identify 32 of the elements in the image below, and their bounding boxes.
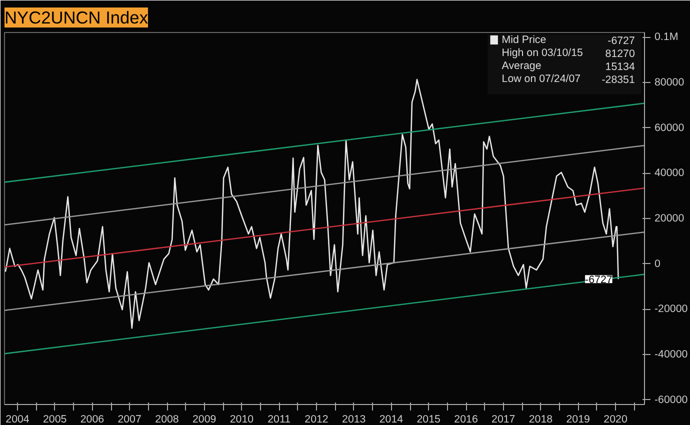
- x-tick-label: 2012: [304, 414, 328, 425]
- x-tick-label: 2015: [416, 414, 440, 425]
- x-tick-label: 2006: [80, 414, 104, 425]
- y-tick-label: -20000: [654, 303, 688, 316]
- legend-label: Mid Price: [502, 34, 546, 46]
- y-tick-label: 0: [654, 258, 660, 270]
- x-tick-label: 2017: [492, 414, 516, 425]
- y-tick-label: -40000: [654, 348, 688, 361]
- x-tick-label: 2011: [268, 414, 291, 425]
- x-tick-label: 2018: [528, 414, 553, 425]
- y-tick-label: 60000: [654, 122, 684, 134]
- x-tick-label: 2014: [379, 414, 404, 425]
- text: Average 15134: [502, 60, 635, 73]
- x-tick-label: 2005: [42, 414, 67, 425]
- x-tick-label: 2007: [118, 414, 142, 425]
- y-tick-label: 80000: [654, 76, 684, 88]
- chart-title: NYC2UNCN Index: [4, 8, 148, 28]
- x-tick-label: 2020: [604, 414, 628, 425]
- x-tick-label: 2010: [230, 414, 254, 425]
- x-tick-label: 2009: [192, 414, 216, 425]
- x-tick-label: 2016: [454, 414, 478, 425]
- x-tick-label: 2004: [6, 414, 30, 425]
- annotation: -6727: [608, 34, 635, 47]
- x-tick-label: 2019: [566, 414, 590, 425]
- x-tick-label: 2013: [342, 414, 366, 425]
- y-tick-label: 20000: [654, 212, 684, 224]
- y-tick-label: 40000: [654, 167, 684, 180]
- y-tick-label: -60000: [654, 394, 688, 406]
- y-tick-label: 0.1M: [654, 31, 678, 44]
- text: High on 03/10/15 81270: [502, 46, 635, 60]
- x-tick-label: 2008: [155, 414, 179, 425]
- text: Low on 07/24/07 -28351: [502, 73, 635, 86]
